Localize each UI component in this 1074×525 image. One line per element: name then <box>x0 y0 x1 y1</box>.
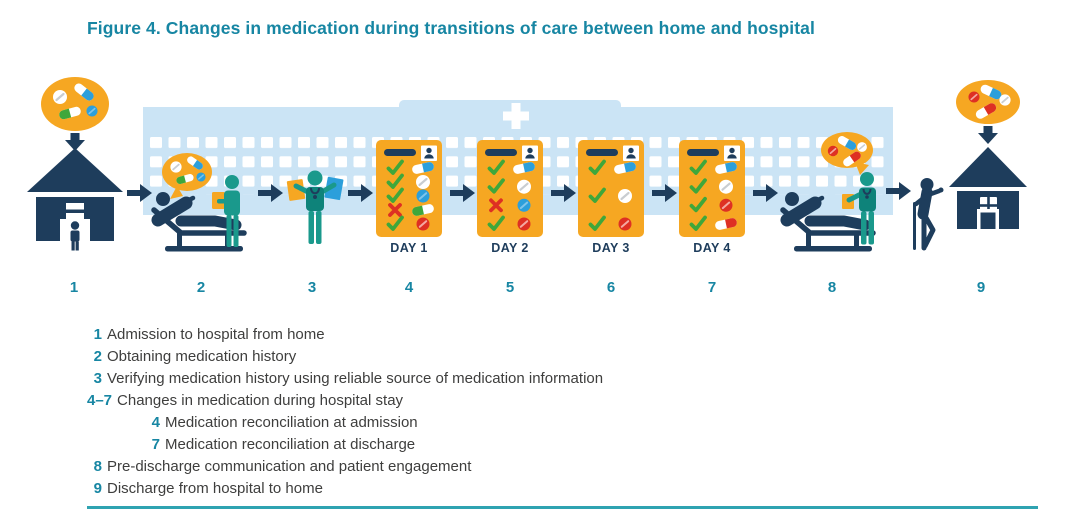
round-blue-pill-icon <box>85 104 99 118</box>
care-transition-diagram: DAY 1 DAY 2 DAY 3 DAY 4 <box>27 77 1027 296</box>
round-white-pill-icon <box>616 187 634 205</box>
round-red-pill-icon <box>967 90 981 104</box>
round-white-pill-icon <box>51 88 69 106</box>
legend-item-text: Obtaining medication history <box>107 348 297 365</box>
discharged-person <box>913 178 944 251</box>
stethoscope-icon <box>862 188 872 195</box>
legend: 1 Admission to hospital from home 2 Obtain… <box>87 324 603 500</box>
patient-photo-icon <box>421 145 437 161</box>
legend-item-text: Changes in medication during hospital st… <box>117 392 404 409</box>
orange-folder-icon <box>286 179 306 201</box>
cane-icon <box>913 202 916 250</box>
step-number-row: 1 2 3 4 5 6 7 8 9 <box>70 279 985 296</box>
round-blue-pill-icon <box>195 171 207 183</box>
legend-item-text: Pre-discharge communication and patient … <box>107 458 472 475</box>
patient-photo-icon <box>522 145 538 161</box>
bottom-rule <box>87 506 1038 509</box>
step-number: 8 <box>828 279 836 296</box>
patient-photo-icon <box>623 145 639 161</box>
day-label: DAY 4 <box>693 241 730 255</box>
legend-item: 3 Verifying medication history using reli… <box>87 368 603 390</box>
legend-item-text: Medication reconciliation at admission <box>165 414 418 431</box>
day-label: DAY 1 <box>390 241 427 255</box>
nurse-with-clipboard <box>212 175 240 247</box>
legend-item-number: 1 <box>93 326 102 343</box>
round-blue-pill-icon <box>415 188 431 204</box>
legend-item-text: Verifying medication history using relia… <box>107 370 604 387</box>
admission-bed-scene <box>154 153 244 252</box>
legend-item: 2 Obtaining medication history <box>87 346 603 368</box>
step-number: 5 <box>506 279 514 296</box>
patient-photo-icon <box>724 145 740 161</box>
round-red-pill-icon <box>826 145 840 157</box>
legend-item-number: 4–7 <box>87 392 113 409</box>
legend-item: 8 Pre-discharge communication and patient… <box>87 456 603 478</box>
figure-title: Figure 4. Changes in medication during t… <box>87 18 815 38</box>
house-end <box>949 147 1027 229</box>
house-start <box>27 148 123 251</box>
legend-item-number: 7 <box>151 436 160 453</box>
round-red-pill-icon <box>617 216 633 232</box>
step-number: 2 <box>197 279 205 296</box>
step-number: 1 <box>70 279 78 296</box>
step-number: 9 <box>977 279 985 296</box>
medication-card-day4: DAY 4 <box>679 140 745 255</box>
round-white-pill-icon <box>717 178 735 195</box>
hospital-cross-icon <box>503 103 529 129</box>
round-white-pill-icon <box>515 178 533 195</box>
round-white-pill-icon <box>998 93 1012 107</box>
step-number: 4 <box>405 279 414 296</box>
legend-item: 9 Discharge from hospital to home <box>87 478 603 500</box>
stethoscope-icon <box>310 187 320 195</box>
legend-item: 4–7 Changes in medication during hospital… <box>87 390 603 412</box>
legend-item-text: Admission to hospital from home <box>107 326 325 343</box>
legend-item-number: 3 <box>93 370 102 387</box>
medication-bubble-history <box>162 153 212 199</box>
day-label: DAY 2 <box>491 241 528 255</box>
round-white-pill-icon <box>169 160 183 174</box>
pre-discharge-scene <box>783 132 876 252</box>
person-at-home <box>70 221 80 251</box>
medication-bubble-discharge <box>821 132 873 175</box>
arrow-down-icon <box>978 126 998 144</box>
legend-item: 1 Admission to hospital from home <box>87 324 603 346</box>
round-white-pill-icon <box>856 141 868 153</box>
medication-card-day2: DAY 2 <box>477 140 543 255</box>
legend-item-number: 2 <box>93 348 102 365</box>
legend-item-number: 8 <box>93 458 102 475</box>
legend-item-text: Discharge from hospital to home <box>107 480 323 497</box>
step-number: 3 <box>308 279 316 296</box>
step-number: 6 <box>607 279 615 296</box>
legend-item-number: 4 <box>151 414 160 431</box>
round-red-pill-icon <box>718 197 734 213</box>
round-red-pill-icon <box>516 216 532 232</box>
step-number: 7 <box>708 279 716 296</box>
round-blue-pill-icon <box>516 197 532 213</box>
medication-card-day3: DAY 3 <box>578 140 644 255</box>
round-red-pill-icon <box>415 216 431 232</box>
legend-item-number: 9 <box>93 480 102 497</box>
doctor-with-medication <box>842 172 876 245</box>
legend-item: 4 Medication reconciliation at admission <box>87 412 603 434</box>
blue-folder-icon <box>324 176 344 201</box>
medication-bubble-home-start <box>41 77 109 131</box>
medication-card-day1: DAY 1 <box>376 140 442 255</box>
doctor-verifying-scene <box>286 170 344 244</box>
medication-bubble-home-end <box>956 80 1020 124</box>
legend-item: 7 Medication reconciliation at discharge <box>87 434 603 456</box>
legend-item-text: Medication reconciliation at discharge <box>165 436 416 453</box>
round-white-pill-icon <box>414 173 432 191</box>
door-icon <box>977 209 999 229</box>
day-label: DAY 3 <box>592 241 629 255</box>
arrow-down-icon <box>65 133 85 151</box>
